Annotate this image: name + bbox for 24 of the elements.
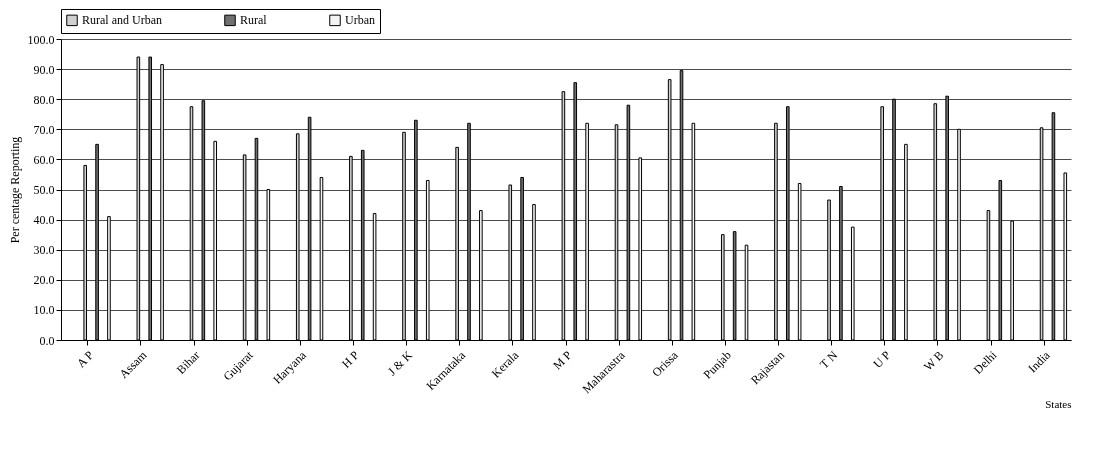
legend-label: Rural and Urban [82,13,162,28]
y-tick-label: 100.0 [27,32,55,47]
y-tick-label: 20.0 [33,273,55,288]
x-tick-label: H P [339,347,363,371]
y-axis-title: Per centage Reporting [7,136,22,244]
x-tick-label: A P [73,347,97,371]
x-tick-label: M P [550,347,575,373]
y-tick-label: 0.0 [39,333,55,348]
y-tick-label: 80.0 [33,92,55,107]
legend-label: Rural [240,13,268,28]
y-tick-label: 30.0 [33,243,55,258]
x-tick-label: W B [920,348,947,374]
y-tick-label: 60.0 [33,152,55,167]
y-tick-label: 90.0 [33,62,55,77]
x-tick-label: T N [816,347,841,372]
y-tick-label: 40.0 [33,213,55,228]
x-axis-title: States [1045,398,1072,411]
x-tick-label: U P [870,347,894,371]
legend-label: Urban [345,13,375,28]
y-tick-label: 10.0 [33,303,55,318]
x-tick-label: J & K [384,347,416,379]
y-tick-label: 70.0 [33,122,55,137]
x-tick-label: India [1025,347,1054,376]
y-tick-label: 50.0 [33,183,55,197]
